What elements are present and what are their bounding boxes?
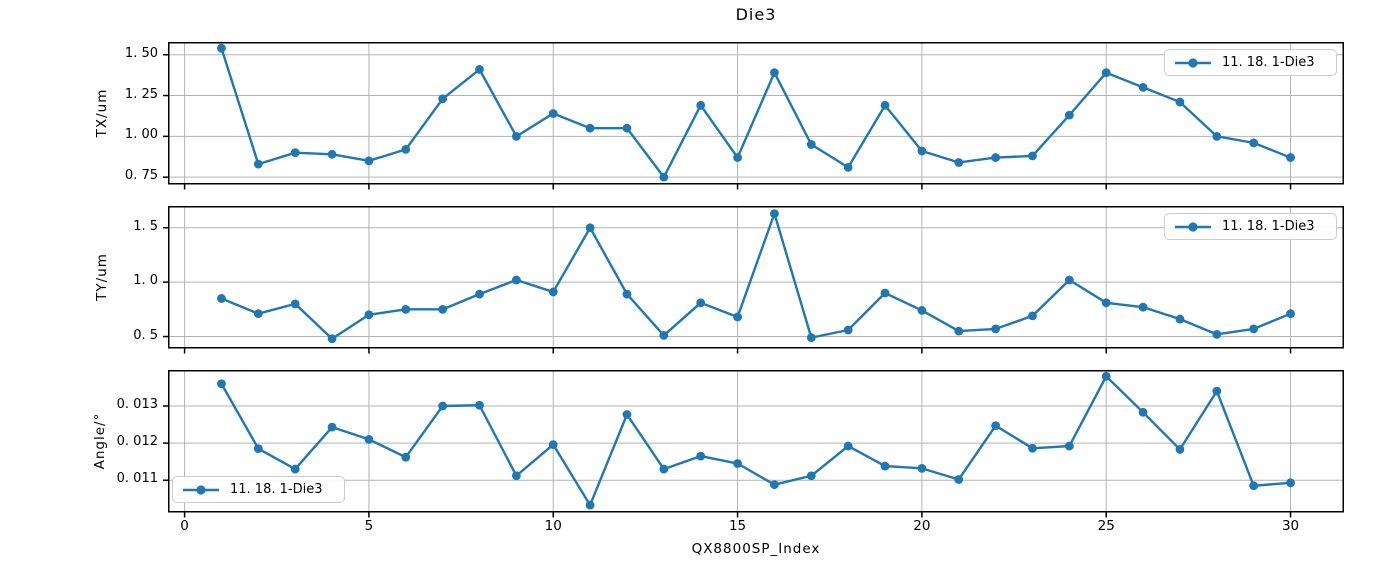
legend-label: 11. 18. 1-Die3 <box>230 482 323 497</box>
y-tick-label: 1. 5 <box>133 218 158 234</box>
legend-label: 11. 18. 1-Die3 <box>1222 55 1315 70</box>
subplot-angle-canvas <box>163 370 1344 518</box>
chart-title: Die3 <box>735 5 777 24</box>
legend-box-angle: 11. 18. 1-Die3 <box>172 476 345 503</box>
legend-box-ty: 11. 18. 1-Die3 <box>1164 213 1337 240</box>
y-tick-label: 0. 013 <box>116 396 158 412</box>
x-tick-label: 20 <box>913 518 931 534</box>
x-tick-label: 30 <box>1281 518 1300 534</box>
x-tick-label: 5 <box>364 518 374 534</box>
y-tick-label: 1. 00 <box>124 127 158 143</box>
x-tick-label: 25 <box>1097 518 1115 534</box>
x-tick-label: 15 <box>728 518 747 534</box>
subplot-tx-canvas <box>163 42 1344 190</box>
legend-box-tx: 11. 18. 1-Die3 <box>1164 49 1337 76</box>
legend-line-marker-icon <box>183 484 219 495</box>
subplot-ty-canvas <box>163 206 1344 354</box>
legend-line-marker-icon <box>1175 221 1211 232</box>
y-tick-label: 1. 50 <box>124 45 158 61</box>
y-tick-label: 0. 5 <box>133 327 158 343</box>
y-tick-label: 1. 25 <box>124 86 158 102</box>
legend-label: 11. 18. 1-Die3 <box>1222 219 1315 234</box>
x-tick-label: 10 <box>544 518 562 534</box>
y-tick-label: 1. 0 <box>133 273 158 289</box>
y-tick-label: 0. 75 <box>124 168 158 184</box>
legend-line-marker-icon <box>1175 57 1211 68</box>
x-tick-label: 0 <box>180 518 189 534</box>
x-axis-label: QX8800SP_Index <box>691 541 821 557</box>
y-tick-label: 0. 011 <box>116 471 158 487</box>
y-tick-label: 0. 012 <box>116 434 158 450</box>
